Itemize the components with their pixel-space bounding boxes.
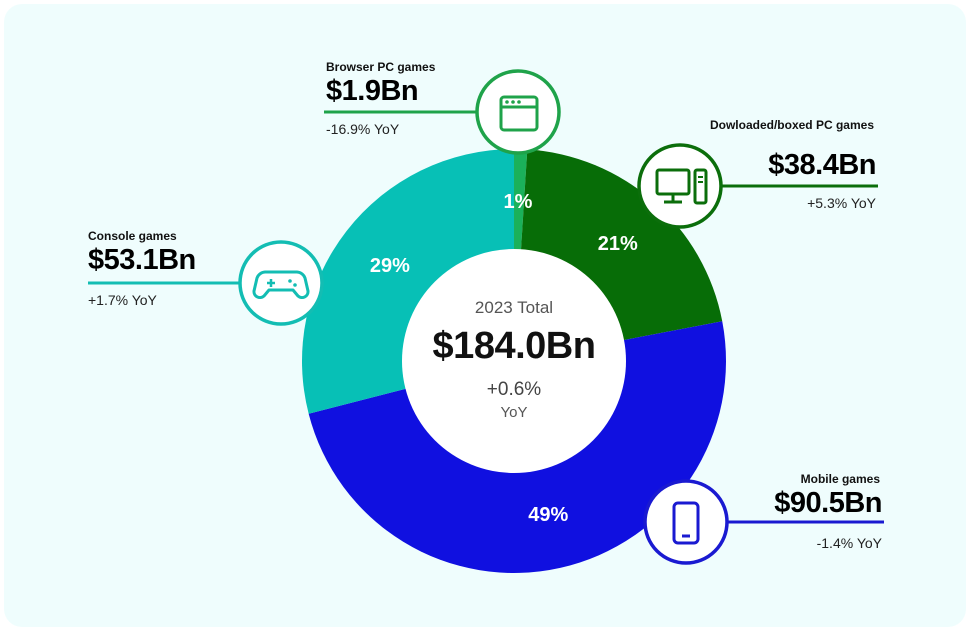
console-title: Console games — [88, 229, 177, 243]
total-yoy-unit: YoY — [500, 404, 528, 421]
console-value: $53.1Bn — [88, 244, 196, 276]
browser-yoy: -16.9% YoY — [326, 121, 400, 137]
gamepad-icon — [238, 240, 324, 326]
downloaded-title: Dowloaded/boxed PC games — [709, 118, 874, 132]
mobile-value: $90.5Bn — [774, 487, 882, 519]
browser-window-icon — [475, 69, 561, 155]
downloaded-value: $38.4Bn — [768, 149, 876, 181]
donut-hole — [402, 249, 626, 473]
mobile-pct-label: 49% — [528, 504, 568, 526]
downloaded-yoy: +5.3% YoY — [807, 195, 876, 211]
browser-title: Browser PC games — [326, 60, 436, 74]
console-pct-label: 29% — [370, 255, 410, 277]
mobile-title: Mobile games — [800, 472, 880, 486]
total-change: +0.6% — [486, 379, 542, 400]
mobile-phone-icon — [643, 479, 729, 565]
mobile-yoy: -1.4% YoY — [816, 535, 882, 551]
browser-value: $1.9Bn — [326, 75, 419, 107]
browser-pct-label: 1% — [504, 191, 533, 213]
total-label: 2023 Total — [474, 298, 554, 317]
desktop-computer-icon — [637, 143, 723, 229]
downloaded-pct-label: 21% — [598, 233, 638, 255]
console-yoy: +1.7% YoY — [88, 292, 157, 308]
total-value: $184.0Bn — [432, 325, 596, 367]
